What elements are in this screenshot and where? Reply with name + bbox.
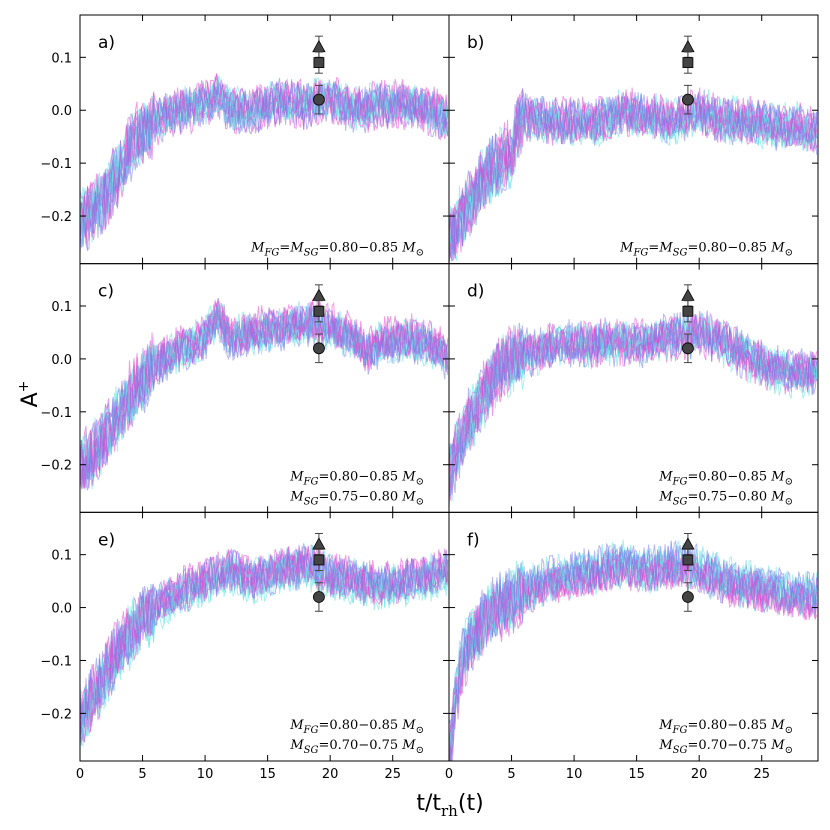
y-tick-label: −0.2 <box>40 459 72 474</box>
panel-c: 0.1 0.0 −0.1 −0.2 c) MFG=0.80−0.85 M⊙ MSG=0.75… <box>40 263 450 513</box>
mass-annotation: MSG=0.70−0.75 M⊙ <box>658 738 793 756</box>
x-tick-label: 20 <box>691 767 708 782</box>
triangle-marker <box>681 39 695 53</box>
observation-markers <box>681 35 695 115</box>
y-tick-label: −0.1 <box>40 157 72 172</box>
x-tick-label: 15 <box>628 767 645 782</box>
x-axis-label-main: t/t <box>416 791 441 816</box>
x-axis-label-tail: (t) <box>458 791 484 816</box>
y-axis-label-main: A <box>18 392 43 407</box>
square-marker <box>313 554 325 566</box>
x-tick-label: 0 <box>76 767 84 782</box>
y-tick-label: 0.0 <box>51 104 72 119</box>
mass-annotation: MFG=MSG=0.80−0.85 M⊙ <box>619 241 793 259</box>
series-line <box>449 311 818 492</box>
x-tick-label: 5 <box>138 767 146 782</box>
panel-label: a) <box>98 33 115 53</box>
x-tick-label: 20 <box>322 767 339 782</box>
panel-e: 0.1 0.0 −0.1 −0.2 0 5 10 15 20 25 e) MFG=0.80−0.85 … <box>40 511 450 782</box>
series-line <box>80 550 449 743</box>
series-group <box>80 298 449 491</box>
panel-frame <box>79 14 450 265</box>
panel-b: b) MFG=MSG=0.80−0.85 M⊙ <box>448 14 819 265</box>
observation-markers <box>312 284 326 364</box>
x-tick-label: 10 <box>566 767 583 782</box>
mass-annotation: MFG=0.80−0.85 M⊙ <box>289 469 424 487</box>
circle-marker <box>313 342 325 355</box>
series-group <box>80 73 449 256</box>
series-line <box>449 95 818 264</box>
circle-marker <box>313 93 325 106</box>
y-tick-label: −0.2 <box>40 210 72 225</box>
panel-a: 0.1 0.0 −0.1 −0.2 a) MFG=MSG=0.80−0.85 M⊙ <box>40 14 450 265</box>
x-tick-label: 0 <box>445 767 453 782</box>
y-tick-label: −0.1 <box>40 406 72 421</box>
y-tick-label: −0.1 <box>40 654 72 669</box>
y-axis-label: A+ <box>16 381 43 408</box>
panel-label: e) <box>98 530 115 550</box>
x-tick-label: 25 <box>753 767 770 782</box>
panel-d: d) MFG=0.80−0.85 M⊙ MSG=0.75−0.80 M⊙ <box>448 263 819 513</box>
y-tick-label: −0.2 <box>40 707 72 722</box>
square-marker <box>313 305 325 317</box>
series-line <box>80 79 449 247</box>
circle-marker <box>682 591 694 603</box>
x-tick-label: 10 <box>197 767 214 782</box>
series-line <box>80 544 449 740</box>
x-axis-label-sub: rh <box>441 802 458 820</box>
observation-markers <box>312 532 326 612</box>
panel-label: d) <box>467 282 484 302</box>
x-axis-label: t/trh(t) <box>416 791 483 820</box>
x-tick-label: 5 <box>507 767 515 782</box>
series-line <box>449 556 818 761</box>
square-marker <box>682 305 694 317</box>
x-tick-label: 25 <box>384 767 401 782</box>
circle-marker <box>313 591 325 603</box>
triangle-marker <box>312 288 326 301</box>
panel-label: c) <box>98 282 114 302</box>
mass-annotation: MFG=0.80−0.85 M⊙ <box>658 718 793 736</box>
triangle-marker <box>312 39 326 53</box>
series-group <box>80 542 449 751</box>
y-axis-label-sup: + <box>16 381 32 393</box>
mass-annotation: MFG=MSG=0.80−0.85 M⊙ <box>250 241 424 259</box>
series-group <box>449 539 818 761</box>
series-line <box>80 305 449 489</box>
y-tick-label: 0.0 <box>51 353 72 368</box>
circle-marker <box>682 93 694 106</box>
observation-markers <box>312 35 326 115</box>
mass-annotation: MFG=0.80−0.85 M⊙ <box>289 718 424 736</box>
series-group <box>449 310 818 509</box>
series-line <box>449 103 818 262</box>
series-line <box>449 553 818 761</box>
mass-annotation: MSG=0.70−0.75 M⊙ <box>289 738 424 756</box>
series-line <box>80 77 449 238</box>
mass-annotation: MFG=0.80−0.85 M⊙ <box>658 469 793 487</box>
y-tick-label: 0.0 <box>51 602 72 617</box>
mass-annotation: MSG=0.75−0.80 M⊙ <box>658 489 793 507</box>
panel-label: b) <box>467 33 484 53</box>
y-tick-label: 0.1 <box>51 51 72 66</box>
x-tick-label: 15 <box>259 767 276 782</box>
square-marker <box>682 57 694 69</box>
circle-marker <box>682 342 694 355</box>
panel-label: f) <box>467 530 480 550</box>
y-tick-label: 0.1 <box>51 300 72 315</box>
observation-markers <box>681 532 695 612</box>
series-line <box>80 301 449 487</box>
series-line <box>449 315 818 495</box>
square-marker <box>313 57 325 69</box>
observation-markers <box>681 284 695 364</box>
triangle-marker <box>681 288 695 301</box>
series-group <box>449 87 818 264</box>
triangle-marker <box>312 537 326 550</box>
square-marker <box>682 554 694 566</box>
panel-frame <box>448 511 819 762</box>
series-line <box>449 326 818 509</box>
mass-annotation: MSG=0.75−0.80 M⊙ <box>289 489 424 507</box>
panel-f: 0 5 10 15 20 25 f) MFG=0.80−0.85 M⊙ MSG=0.70−0.7… <box>445 511 819 782</box>
y-tick-label: 0.1 <box>51 549 72 564</box>
